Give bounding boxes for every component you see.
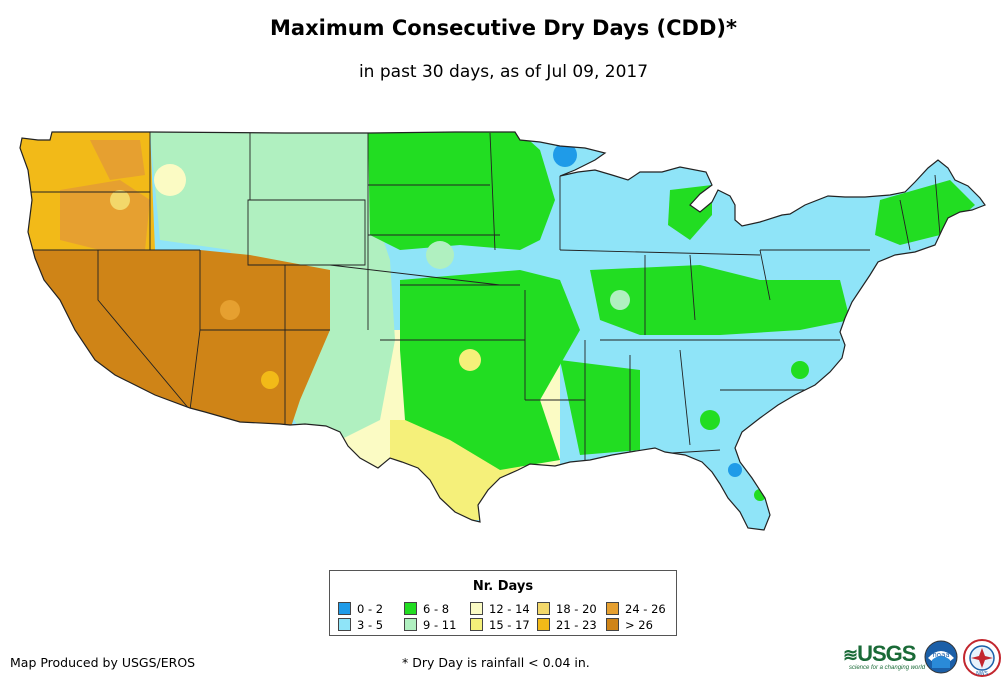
legend-item-15-17: 15 - 17 [470,618,530,632]
legend-title: Nr. Days [472,579,534,594]
map-credit: Map Produced by USGS/EROS [10,655,196,670]
cdd-patch [110,190,130,210]
legend-item-21-23: 21 - 23 [537,618,597,632]
cdd-patch [700,410,720,430]
legend-swatch [470,618,483,631]
legend-item-12-14: 12 - 14 [470,602,530,616]
cdd-patch [610,290,630,310]
nws-logo: NWS [963,639,1001,677]
cdd-zone-6-8 [368,132,555,250]
state-border [489,132,496,251]
legend-item-over-26: > 26 [606,618,653,632]
state-border [679,349,691,446]
state-border [559,249,761,256]
dry-day-footnote: * Dry Day is rainfall < 0.04 in. [402,655,590,670]
cdd-zone-6-8 [590,265,850,335]
state-border [899,199,911,251]
cdd-zone-24-26 [90,140,145,180]
legend-swatch [537,618,550,631]
legend-item-24-26: 24 - 26 [606,602,666,616]
svg-text:NWS: NWS [976,671,988,677]
cdd-zone-6-8 [875,180,975,245]
cdd-patch [261,371,279,389]
legend-swatch [606,618,619,631]
legend-item-18-20: 18 - 20 [537,602,597,616]
cdd-patch-0-2 [553,143,577,167]
legend-swatch [606,602,619,615]
cdd-patch [459,349,481,371]
state-border [247,199,366,266]
cdd-fill-layer [20,132,985,530]
legend-item-0-2: 0 - 2 [338,602,383,616]
legend: Nr. Days 0 - 2 3 - 5 6 - 8 9 - 11 12 - 1… [329,570,677,636]
cdd-patch [183,193,207,217]
legend-item-9-11: 9 - 11 [404,618,456,632]
cdd-patch [426,241,454,269]
legend-item-3-5: 3 - 5 [338,618,383,632]
cdd-patch-0-2 [728,463,742,477]
legend-swatch [338,602,351,615]
legend-swatch [404,618,417,631]
legend-swatch [338,618,351,631]
state-border [97,250,191,411]
legend-swatch [537,602,550,615]
cdd-zone-6-8 [400,270,580,470]
svg-text:noaa: noaa [932,651,949,659]
map-title: Maximum Consecutive Dry Days (CDD)* [270,16,737,40]
state-border [934,174,941,236]
cdd-patch [248,228,272,252]
noaa-logo: noaa [924,640,958,674]
cdd-zone-6-8 [560,360,640,455]
legend-swatch [470,602,483,615]
state-border [759,249,771,301]
state-boundaries [20,132,941,460]
usgs-logo: ≋USGS science for a changing world [843,641,926,671]
cdd-patch [220,300,240,320]
state-border [689,254,696,321]
map-subtitle: in past 30 days, as of Jul 09, 2017 [358,62,649,82]
cdd-patch [791,361,809,379]
legend-swatch [404,602,417,615]
cdd-patch [154,164,186,196]
cdd-zone-over-26 [25,250,330,430]
legend-item-6-8: 6 - 8 [404,602,449,616]
state-border [329,264,501,286]
